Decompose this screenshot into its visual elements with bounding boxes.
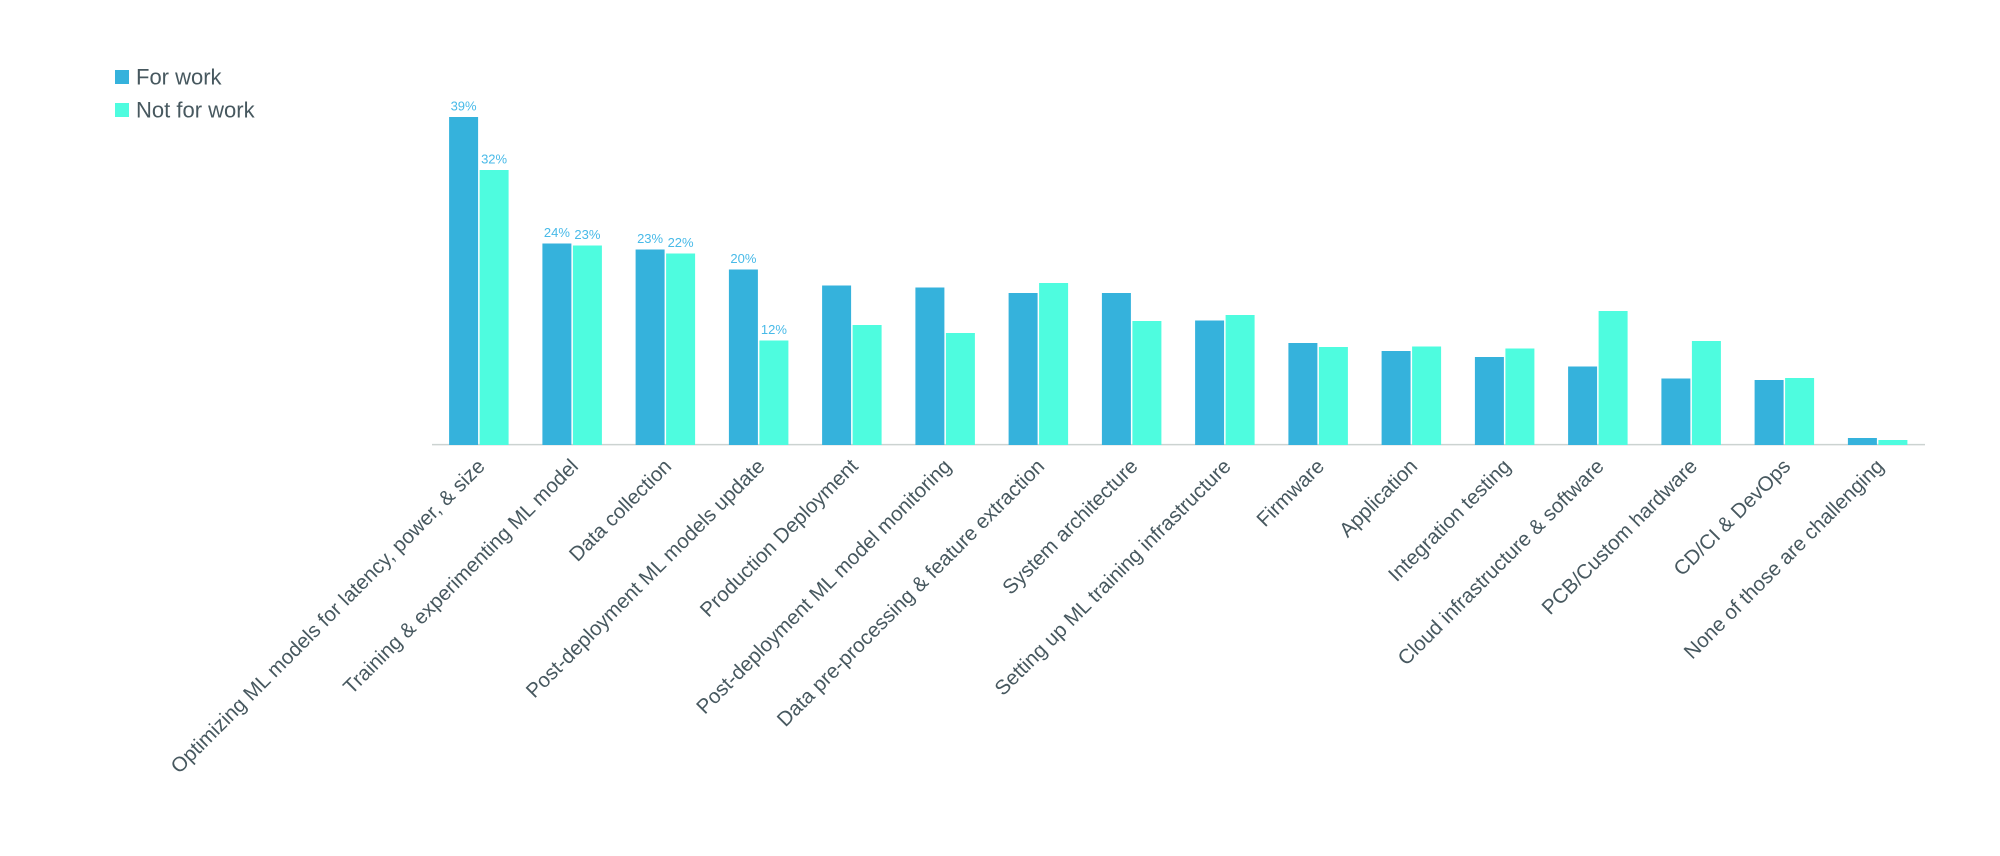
- svg-text:39%: 39%: [451, 99, 477, 114]
- svg-text:For work: For work: [136, 65, 223, 90]
- svg-text:12%: 12%: [761, 322, 787, 337]
- svg-text:24%: 24%: [544, 225, 570, 240]
- svg-text:23%: 23%: [574, 227, 600, 242]
- svg-text:32%: 32%: [481, 152, 507, 167]
- svg-text:Not for work: Not for work: [136, 98, 256, 123]
- svg-text:22%: 22%: [668, 235, 694, 250]
- svg-text:20%: 20%: [730, 251, 756, 266]
- svg-text:23%: 23%: [637, 231, 663, 246]
